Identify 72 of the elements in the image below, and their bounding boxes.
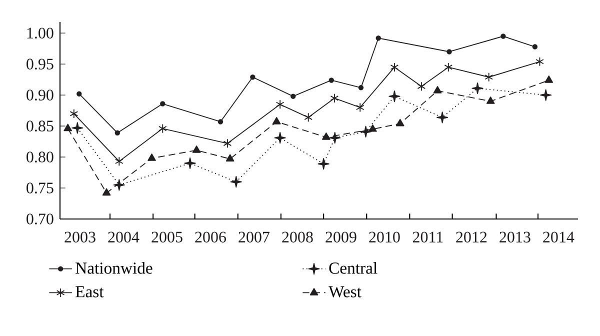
y-tick-label: 0.80 xyxy=(26,152,54,162)
y-tick-label: 1.00 xyxy=(27,28,54,39)
point xyxy=(76,91,82,96)
point xyxy=(329,132,341,144)
point xyxy=(356,102,364,112)
x-tick-label: 2012 xyxy=(456,232,487,242)
x-tick-label: 2009 xyxy=(326,232,356,242)
point xyxy=(274,132,286,144)
point xyxy=(318,158,330,170)
point xyxy=(417,82,426,92)
x-tick-label: 2010 xyxy=(369,232,400,242)
x-tick-label: 2008 xyxy=(282,232,313,242)
point xyxy=(114,130,120,136)
x-tick-label: 2013 xyxy=(500,232,530,242)
y-tick-label: 0.95 xyxy=(26,58,54,70)
y-tick-label: 0.75 xyxy=(26,182,54,194)
point xyxy=(114,156,124,166)
legend-label: Nationwide xyxy=(76,262,152,274)
point xyxy=(368,124,377,132)
y-tick-label: 0.85 xyxy=(26,120,54,132)
point xyxy=(436,112,448,124)
point xyxy=(446,49,452,54)
legend-label: East xyxy=(76,286,104,298)
point xyxy=(218,119,224,124)
point xyxy=(322,132,330,140)
point xyxy=(304,112,313,122)
point xyxy=(532,44,538,50)
y-tick-label: 0.70 xyxy=(26,214,54,224)
point xyxy=(360,126,372,138)
point xyxy=(388,90,400,102)
point xyxy=(484,72,494,82)
point xyxy=(113,179,125,191)
point xyxy=(226,154,234,162)
point xyxy=(70,108,78,118)
point xyxy=(330,93,339,103)
point xyxy=(148,154,156,161)
point xyxy=(544,75,554,83)
x-tick-label: 2005 xyxy=(152,232,182,242)
point xyxy=(396,118,404,126)
point xyxy=(276,100,284,110)
point xyxy=(158,124,167,134)
point xyxy=(328,78,334,83)
point xyxy=(358,85,364,90)
point xyxy=(376,35,381,41)
point xyxy=(540,89,552,101)
point xyxy=(72,122,84,134)
x-tick-label: 2003 xyxy=(64,232,96,242)
x-tick-label: 2007 xyxy=(238,232,270,242)
legend-label: Central xyxy=(329,262,378,274)
x-tick-label: 2014 xyxy=(543,232,574,242)
point xyxy=(184,157,196,170)
x-tick-label: 2006 xyxy=(195,232,226,242)
point xyxy=(192,145,201,153)
point xyxy=(472,82,484,94)
point xyxy=(223,138,232,148)
point xyxy=(500,34,506,39)
point xyxy=(290,94,296,99)
point xyxy=(433,86,442,94)
point xyxy=(64,124,72,132)
point xyxy=(536,56,544,66)
legend-label: West xyxy=(328,286,362,298)
point xyxy=(102,188,111,196)
x-tick-label: 2004 xyxy=(108,232,140,242)
point xyxy=(230,176,242,188)
point xyxy=(250,74,256,80)
point xyxy=(160,101,166,106)
point xyxy=(444,62,453,72)
x-tick-label: 2011 xyxy=(412,232,443,242)
point xyxy=(272,117,281,124)
point xyxy=(486,96,495,104)
point xyxy=(390,62,399,72)
y-tick-label: 0.90 xyxy=(26,90,54,101)
